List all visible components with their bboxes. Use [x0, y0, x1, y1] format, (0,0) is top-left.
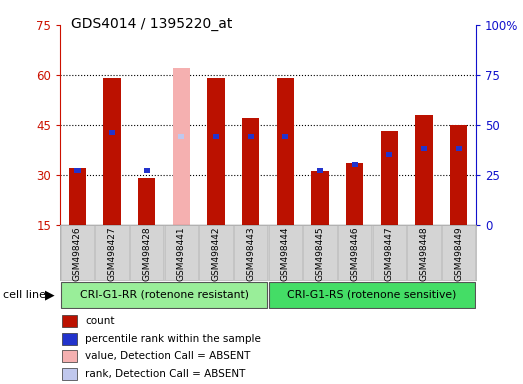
Text: GSM498448: GSM498448 — [419, 226, 428, 281]
Bar — [415, 115, 433, 225]
Bar — [277, 78, 294, 225]
Text: GSM498426: GSM498426 — [73, 226, 82, 281]
Bar — [178, 134, 185, 139]
Bar — [269, 225, 302, 280]
Text: GSM498443: GSM498443 — [246, 226, 255, 281]
Text: CRI-G1-RS (rotenone sensitive): CRI-G1-RS (rotenone sensitive) — [287, 289, 457, 299]
Bar — [109, 130, 115, 136]
Bar — [213, 134, 219, 139]
Bar — [69, 168, 86, 225]
Bar — [104, 78, 121, 225]
Bar — [311, 171, 328, 225]
Bar — [234, 225, 267, 280]
Bar — [407, 225, 440, 280]
Bar — [282, 134, 288, 139]
Text: value, Detection Call = ABSENT: value, Detection Call = ABSENT — [85, 351, 251, 361]
Bar — [62, 368, 77, 380]
Bar — [450, 125, 467, 225]
Text: CRI-G1-RR (rotenone resistant): CRI-G1-RR (rotenone resistant) — [79, 289, 248, 299]
Bar — [62, 351, 77, 362]
Text: GSM498447: GSM498447 — [385, 226, 394, 281]
Bar — [144, 168, 150, 174]
Text: GSM498428: GSM498428 — [142, 226, 151, 281]
Text: GDS4014 / 1395220_at: GDS4014 / 1395220_at — [71, 17, 232, 31]
Text: GSM498446: GSM498446 — [350, 226, 359, 281]
Text: GSM498445: GSM498445 — [315, 226, 324, 281]
Bar — [130, 225, 163, 280]
Bar — [269, 282, 475, 308]
Text: GSM498444: GSM498444 — [281, 226, 290, 281]
Text: GSM498441: GSM498441 — [177, 226, 186, 281]
Bar — [96, 225, 129, 280]
Text: percentile rank within the sample: percentile rank within the sample — [85, 334, 261, 344]
Bar — [381, 131, 398, 225]
Text: count: count — [85, 316, 115, 326]
Text: rank, Detection Call = ABSENT: rank, Detection Call = ABSENT — [85, 369, 246, 379]
Bar — [199, 225, 233, 280]
Bar — [62, 333, 77, 344]
Bar — [61, 225, 94, 280]
Bar — [346, 163, 363, 225]
Bar — [208, 78, 225, 225]
Bar — [242, 118, 259, 225]
Text: GSM498449: GSM498449 — [454, 226, 463, 281]
Bar — [248, 134, 254, 139]
Bar — [138, 178, 155, 225]
Bar — [338, 225, 371, 280]
Text: cell line: cell line — [3, 290, 46, 300]
Text: GSM498427: GSM498427 — [108, 226, 117, 281]
Bar — [442, 225, 475, 280]
Bar — [74, 168, 81, 174]
Text: ▶: ▶ — [45, 288, 54, 301]
Bar — [373, 225, 406, 280]
Bar — [165, 225, 198, 280]
Bar — [303, 225, 337, 280]
Bar — [421, 146, 427, 151]
Bar — [386, 152, 392, 157]
Text: GSM498442: GSM498442 — [212, 226, 221, 281]
Bar — [456, 146, 462, 151]
Bar — [351, 162, 358, 167]
Bar — [61, 282, 267, 308]
Bar — [62, 315, 77, 327]
Bar — [173, 68, 190, 225]
Bar — [317, 168, 323, 174]
